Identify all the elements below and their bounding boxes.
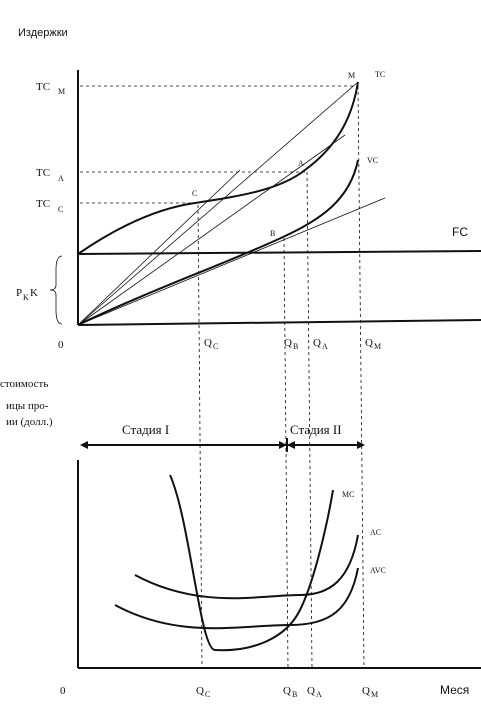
origin: 0 — [58, 339, 64, 351]
shapes — [49, 70, 481, 669]
x-label-sub: B — [292, 690, 297, 699]
fc-label: P — [16, 287, 22, 299]
x-label: Q — [365, 337, 373, 349]
point-label: M — [348, 71, 355, 80]
x-axis-label: Меся — [440, 683, 469, 697]
x-label: Q — [284, 337, 292, 349]
x-label-sub: A — [322, 342, 328, 351]
x-label: Q — [362, 685, 370, 697]
y-label-sub: M — [58, 87, 65, 96]
curve-label: TC — [375, 70, 385, 79]
x-label: Q — [283, 685, 291, 697]
y-axis-label: Издержки — [18, 27, 68, 39]
x-label: Q — [196, 685, 204, 697]
x-label-sub: A — [316, 690, 322, 699]
stage-label: Стадия I — [122, 422, 169, 437]
point-label: B — [270, 229, 275, 238]
y-label-sub: A — [58, 174, 64, 183]
x-label-sub: B — [293, 342, 298, 351]
curve-label: AC — [370, 528, 381, 537]
curve-label: MC — [342, 490, 354, 499]
y-label: TC — [36, 167, 50, 179]
x-label-sub: C — [205, 690, 210, 699]
fc-label-suffix: K — [30, 287, 38, 299]
point-label: C — [192, 189, 197, 198]
x-label: Q — [204, 337, 212, 349]
y-label-sub: C — [58, 205, 63, 214]
y-axis-label: ицы про- — [6, 400, 49, 412]
fc-label-sub: K — [23, 293, 29, 302]
x-label-sub: M — [374, 342, 381, 351]
x-label: Q — [313, 337, 321, 349]
x-label-sub: C — [213, 342, 218, 351]
curve-label: FC — [452, 225, 468, 239]
y-label: TC — [36, 81, 50, 93]
point-label: A — [298, 159, 304, 168]
curve-label: AVC — [370, 566, 386, 575]
stage-label: Стадия II — [290, 422, 342, 437]
curve-label: VC — [367, 156, 378, 165]
y-label: TC — [36, 198, 50, 210]
x-label-sub: M — [371, 690, 378, 699]
x-label: Q — [307, 685, 315, 697]
y-axis-label: стоимость — [0, 378, 48, 390]
y-axis-label: ии (долл.) — [6, 416, 53, 428]
origin: 0 — [60, 685, 66, 697]
